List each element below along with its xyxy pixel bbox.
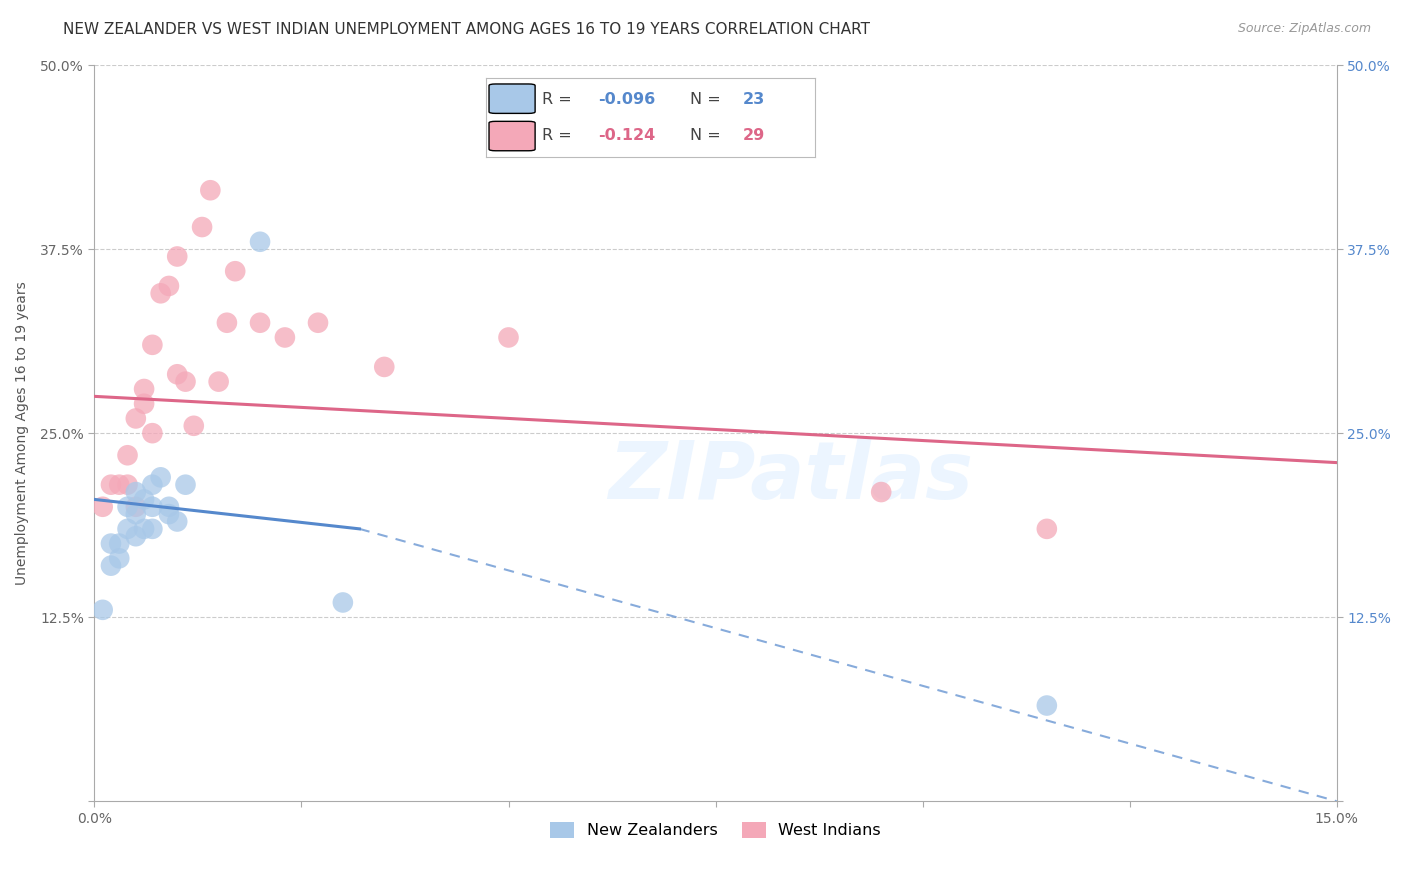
Point bbox=[373, 359, 395, 374]
Point bbox=[108, 477, 131, 491]
Point bbox=[108, 551, 131, 566]
Point bbox=[166, 515, 188, 529]
Text: NEW ZEALANDER VS WEST INDIAN UNEMPLOYMENT AMONG AGES 16 TO 19 YEARS CORRELATION : NEW ZEALANDER VS WEST INDIAN UNEMPLOYMEN… bbox=[63, 22, 870, 37]
Point bbox=[108, 536, 131, 550]
Point bbox=[141, 522, 163, 536]
Point bbox=[157, 500, 180, 514]
Point bbox=[125, 500, 148, 514]
Point bbox=[224, 264, 246, 278]
Point bbox=[166, 250, 188, 264]
Point bbox=[117, 500, 139, 514]
Point bbox=[132, 492, 155, 507]
Point bbox=[1036, 698, 1059, 713]
Point bbox=[307, 316, 329, 330]
Point bbox=[332, 595, 354, 609]
Y-axis label: Unemployment Among Ages 16 to 19 years: Unemployment Among Ages 16 to 19 years bbox=[15, 281, 30, 585]
Point bbox=[117, 522, 139, 536]
Point bbox=[100, 558, 122, 573]
Point bbox=[117, 477, 139, 491]
Point bbox=[125, 411, 148, 425]
Point bbox=[149, 470, 172, 484]
Point bbox=[125, 485, 148, 500]
Point bbox=[183, 418, 205, 433]
Point bbox=[174, 375, 197, 389]
Point bbox=[200, 183, 222, 197]
Point bbox=[141, 477, 163, 491]
Point bbox=[215, 316, 238, 330]
Point bbox=[157, 507, 180, 521]
Point bbox=[91, 603, 114, 617]
Point bbox=[166, 368, 188, 382]
Point bbox=[132, 522, 155, 536]
Point bbox=[132, 397, 155, 411]
Point bbox=[141, 426, 163, 441]
Point bbox=[249, 235, 271, 249]
Point bbox=[125, 507, 148, 521]
Point bbox=[498, 330, 520, 344]
Point bbox=[870, 485, 893, 500]
Point bbox=[208, 375, 231, 389]
Point bbox=[191, 220, 214, 235]
Point bbox=[132, 382, 155, 396]
Point bbox=[125, 529, 148, 543]
Point bbox=[91, 500, 114, 514]
Point bbox=[1036, 522, 1059, 536]
Text: ZIPatlas: ZIPatlas bbox=[607, 438, 973, 516]
Text: Source: ZipAtlas.com: Source: ZipAtlas.com bbox=[1237, 22, 1371, 36]
Point bbox=[174, 477, 197, 491]
Point bbox=[249, 316, 271, 330]
Point bbox=[100, 477, 122, 491]
Legend: New Zealanders, West Indians: New Zealanders, West Indians bbox=[544, 815, 887, 845]
Point bbox=[274, 330, 297, 344]
Point bbox=[149, 286, 172, 301]
Point bbox=[100, 536, 122, 550]
Point bbox=[157, 279, 180, 293]
Point bbox=[141, 338, 163, 352]
Point bbox=[141, 500, 163, 514]
Point bbox=[117, 448, 139, 462]
